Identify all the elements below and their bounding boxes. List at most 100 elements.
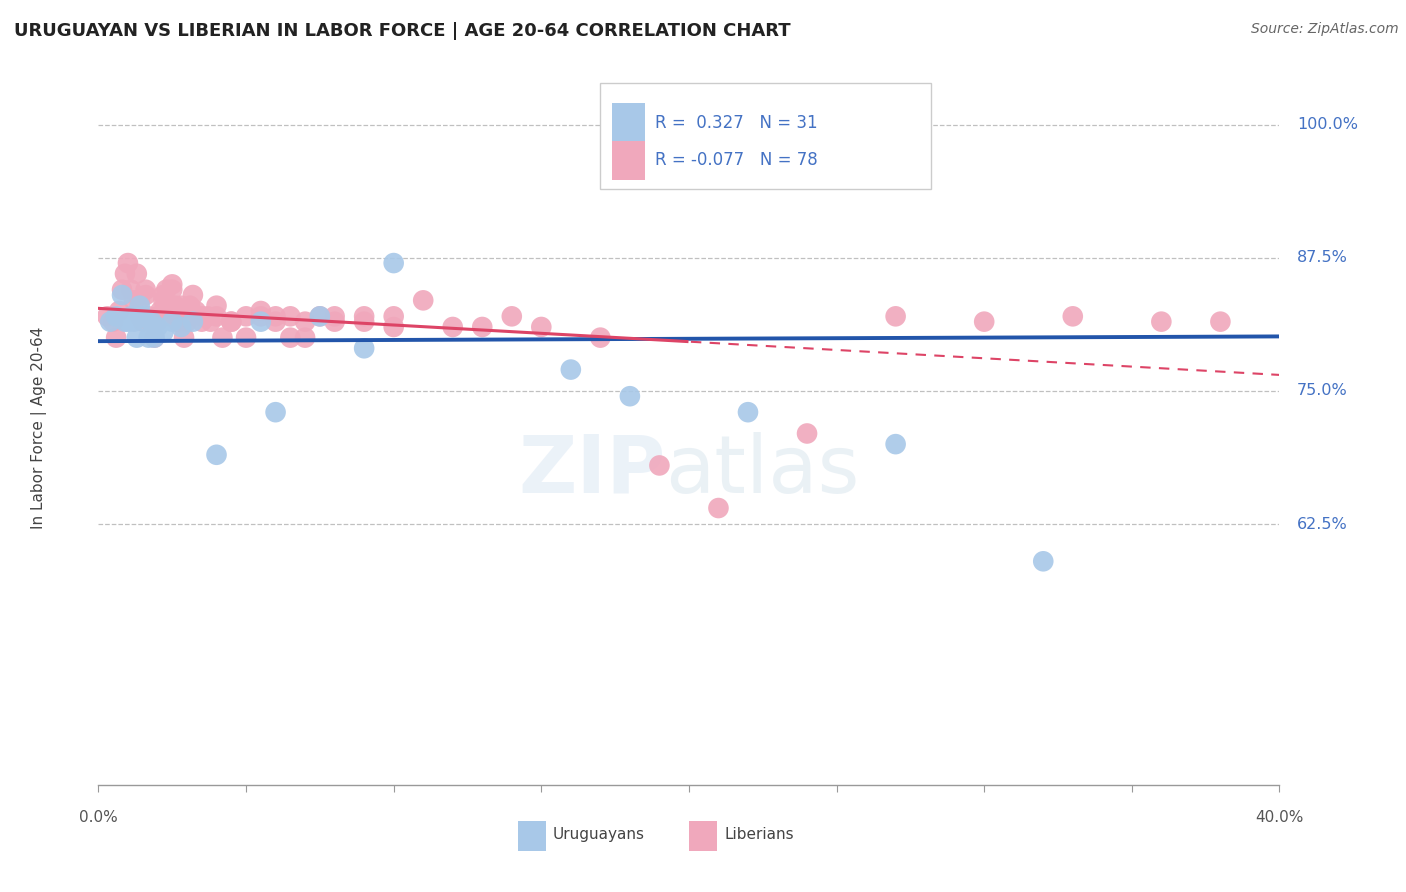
Point	[111, 283, 134, 297]
Text: 40.0%: 40.0%	[1256, 810, 1303, 825]
Point	[184, 304, 207, 318]
Point	[235, 310, 257, 324]
Point	[737, 405, 759, 419]
Point	[143, 331, 166, 345]
Point	[264, 405, 287, 419]
Point	[141, 315, 163, 329]
Point	[120, 283, 142, 297]
Text: Source: ZipAtlas.com: Source: ZipAtlas.com	[1251, 22, 1399, 37]
Point	[114, 267, 136, 281]
Point	[128, 310, 150, 324]
Point	[170, 320, 193, 334]
Text: R =  0.327   N = 31: R = 0.327 N = 31	[655, 114, 817, 132]
Point	[117, 256, 139, 270]
Point	[884, 437, 907, 451]
Point	[117, 315, 139, 329]
Point	[197, 310, 219, 324]
Point	[250, 310, 273, 324]
Text: 100.0%: 100.0%	[1298, 117, 1358, 132]
Text: Liberians: Liberians	[724, 828, 794, 842]
Point	[103, 315, 125, 329]
Point	[146, 310, 169, 324]
Point	[530, 320, 553, 334]
Point	[132, 315, 155, 329]
Point	[560, 362, 582, 376]
Point	[278, 331, 302, 345]
Point	[200, 315, 222, 329]
Point	[176, 315, 198, 329]
Point	[973, 315, 995, 329]
Point	[181, 288, 204, 302]
Point	[382, 310, 405, 324]
Point	[191, 310, 214, 324]
Point	[146, 315, 169, 329]
Text: R = -0.077   N = 78: R = -0.077 N = 78	[655, 151, 817, 169]
Point	[205, 448, 228, 462]
Point	[170, 299, 193, 313]
Point	[167, 315, 190, 329]
Point	[471, 320, 494, 334]
Point	[648, 458, 671, 473]
Point	[181, 315, 204, 329]
Point	[205, 299, 228, 313]
Point	[122, 293, 145, 308]
Point	[264, 310, 287, 324]
Point	[138, 310, 160, 324]
Point	[309, 310, 332, 324]
Point	[152, 326, 174, 340]
Point	[619, 389, 641, 403]
Point	[1032, 554, 1054, 568]
Point	[219, 315, 242, 329]
Point	[122, 315, 145, 329]
Point	[796, 426, 818, 441]
Point	[294, 315, 316, 329]
Point	[173, 331, 195, 345]
Point	[501, 310, 523, 324]
Point	[176, 310, 198, 324]
Point	[191, 315, 214, 329]
Point	[179, 299, 201, 313]
Point	[128, 299, 150, 313]
Point	[132, 310, 155, 324]
Point	[128, 293, 150, 308]
Point	[135, 283, 157, 297]
FancyBboxPatch shape	[612, 141, 645, 180]
Point	[323, 310, 346, 324]
Point	[884, 310, 907, 324]
Point	[146, 320, 169, 334]
Point	[707, 501, 730, 516]
Point	[353, 310, 375, 324]
Point	[165, 299, 187, 313]
FancyBboxPatch shape	[600, 84, 931, 189]
Text: 75.0%: 75.0%	[1298, 384, 1348, 399]
Point	[250, 315, 273, 329]
Point	[105, 331, 128, 345]
Point	[167, 315, 190, 329]
Point	[382, 256, 405, 270]
Point	[1150, 315, 1173, 329]
FancyBboxPatch shape	[612, 103, 645, 143]
Point	[219, 315, 242, 329]
Point	[114, 315, 136, 329]
Text: In Labor Force | Age 20-64: In Labor Force | Age 20-64	[31, 327, 48, 529]
Point	[1062, 310, 1084, 324]
Text: 0.0%: 0.0%	[79, 810, 118, 825]
Point	[309, 310, 332, 324]
Point	[120, 310, 142, 324]
Point	[441, 320, 464, 334]
Point	[152, 293, 174, 308]
Point	[382, 320, 405, 334]
Point	[162, 277, 183, 292]
Point	[205, 310, 228, 324]
Point	[323, 315, 346, 329]
Text: URUGUAYAN VS LIBERIAN IN LABOR FORCE | AGE 20-64 CORRELATION CHART: URUGUAYAN VS LIBERIAN IN LABOR FORCE | A…	[14, 22, 790, 40]
Point	[162, 315, 183, 329]
Point	[412, 293, 434, 308]
Point	[211, 331, 233, 345]
Point	[235, 331, 257, 345]
Point	[278, 310, 302, 324]
Point	[143, 331, 166, 345]
Point	[155, 283, 177, 297]
Point	[125, 331, 148, 345]
Point	[141, 315, 163, 329]
